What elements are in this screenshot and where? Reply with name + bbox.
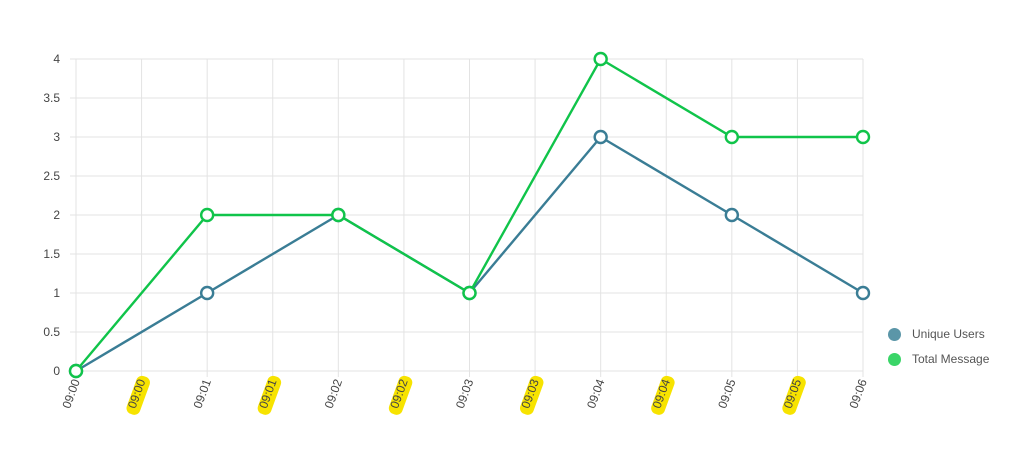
y-tick-label: 2.5 <box>43 169 60 183</box>
data-point <box>331 207 346 223</box>
x-tick-label: 09:03 <box>453 377 477 410</box>
x-tick-label: 09:00 <box>59 377 83 410</box>
data-point <box>462 285 477 301</box>
y-tick-label: 3.5 <box>43 91 60 105</box>
x-tick-highlight <box>782 375 806 415</box>
y-tick-label: 2 <box>53 208 60 222</box>
data-point <box>855 129 871 145</box>
data-point <box>724 129 740 145</box>
data-point <box>199 207 215 223</box>
data-point <box>199 285 215 301</box>
data-point <box>593 129 608 145</box>
legend-label-total-message: Total Message <box>912 352 990 366</box>
series-total-message <box>68 51 871 379</box>
y-tick-label: 1 <box>53 286 60 300</box>
legend-item-total-message[interactable]: Total Message <box>888 351 1016 367</box>
legend-label-unique-users: Unique Users <box>912 327 985 341</box>
x-tick-label: 09:05 <box>715 377 739 410</box>
y-tick-label: 0 <box>53 364 60 378</box>
legend-swatch-unique-users <box>888 327 901 341</box>
x-tick-highlight <box>126 375 150 415</box>
data-point <box>68 363 84 379</box>
y-tick-label: 4 <box>53 52 60 66</box>
x-tick-highlight <box>257 375 282 415</box>
legend-item-unique-users[interactable]: Unique Users <box>888 326 1016 342</box>
grid-lines <box>70 58 864 377</box>
x-tick-label: 09:06 <box>846 377 870 410</box>
x-tick-highlight <box>651 375 675 415</box>
data-point <box>593 51 608 67</box>
legend-swatch-total-message <box>888 352 901 366</box>
y-tick-label: 1.5 <box>43 247 60 261</box>
y-tick-label: 3 <box>53 130 60 144</box>
x-tick-highlight <box>520 375 544 415</box>
legend: Unique Users Total Message <box>888 326 1016 376</box>
data-point <box>855 285 871 301</box>
x-tick-label: 09:01 <box>191 377 215 410</box>
y-tick-label: 0.5 <box>43 325 60 339</box>
x-tick-label: 09:04 <box>584 377 608 410</box>
x-tick-label: 09:02 <box>322 377 346 410</box>
x-tick-highlight <box>388 375 413 415</box>
data-point <box>724 207 740 223</box>
